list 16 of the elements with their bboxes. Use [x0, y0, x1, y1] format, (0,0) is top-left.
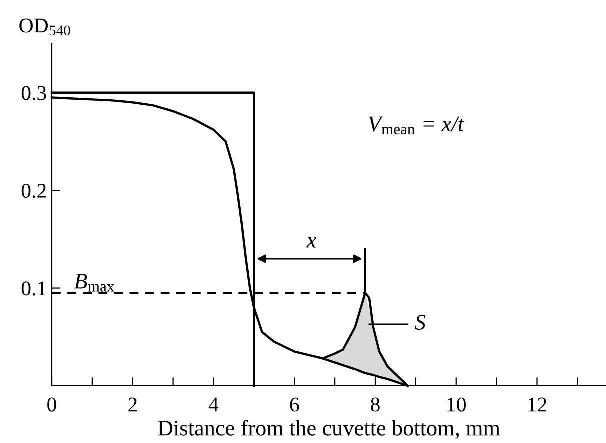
y-tick-label: 0.3 — [22, 86, 46, 100]
x-tick-label: 2 — [128, 398, 137, 412]
x-tick-label: 4 — [208, 398, 219, 412]
x-axis-title: Distance from the cuvette bottom, mm — [158, 420, 500, 440]
annotation: S — [415, 315, 426, 330]
x-tick-label: 6 — [290, 398, 300, 412]
x-tick-label: 0 — [48, 398, 56, 412]
x-tick-label: 8 — [371, 398, 380, 412]
annotation: V$_{mean}$ = x/t — [368, 116, 464, 135]
x-tick-label: 10 — [448, 398, 466, 412]
y-tick-label: 0.1 — [22, 282, 46, 296]
x-tick-label: 12 — [528, 398, 547, 412]
annotation: x — [306, 238, 317, 248]
y-tick-label: 0.2 — [22, 184, 46, 198]
y-axis-title: OD$_{540}$ — [20, 18, 70, 36]
annotation: B$_{max}$ — [74, 274, 115, 292]
